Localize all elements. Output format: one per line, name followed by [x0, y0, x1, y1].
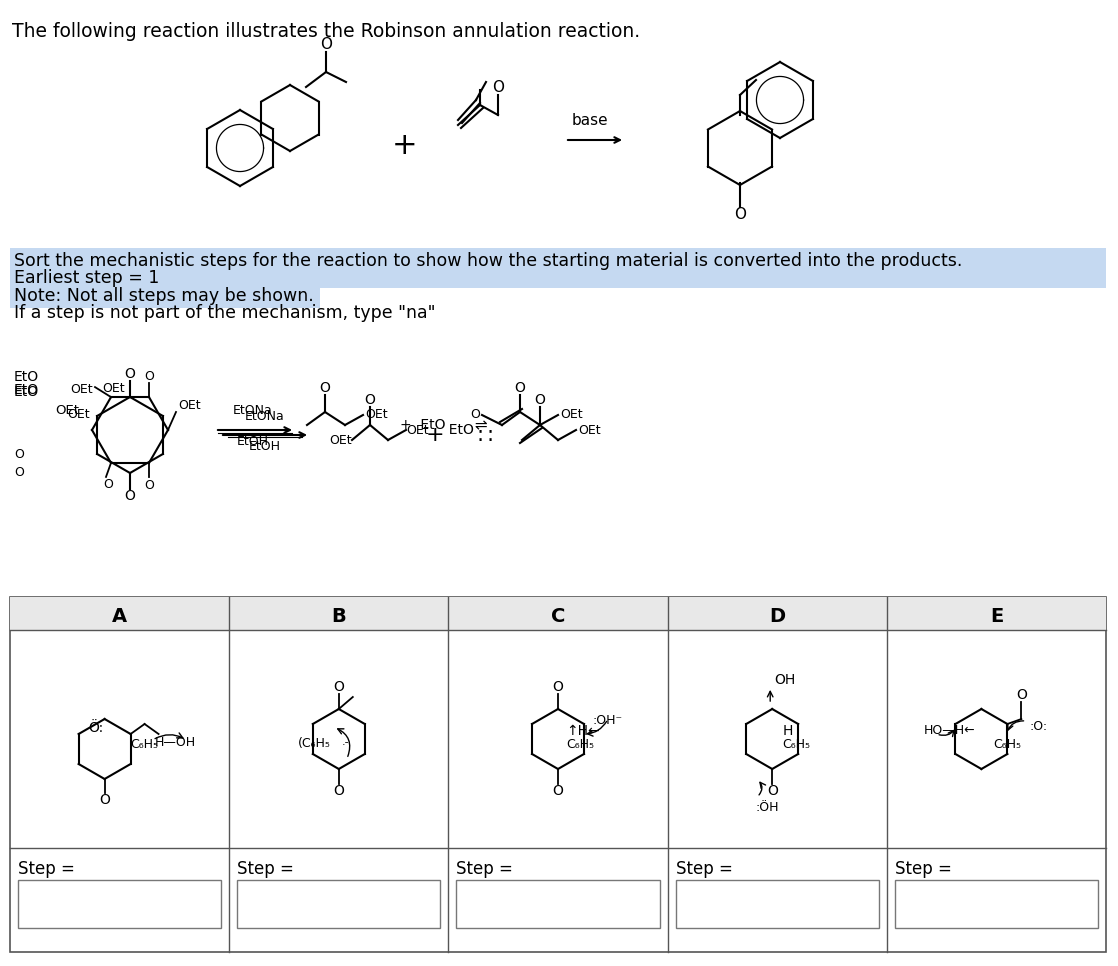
Text: O: O	[144, 370, 154, 384]
Text: O: O	[333, 784, 344, 798]
Text: OEt: OEt	[178, 399, 200, 412]
Text: OEt: OEt	[578, 423, 600, 437]
Text: The following reaction illustrates the Robinson annulation reaction.: The following reaction illustrates the R…	[12, 22, 641, 41]
Bar	[10, 597, 1106, 952]
Bar	[10, 248, 1106, 288]
Text: O: O	[1016, 688, 1026, 702]
Text: Sort the mechanistic steps for the reaction to show how the starting material is: Sort the mechanistic steps for the react…	[15, 252, 963, 270]
Text: O: O	[492, 80, 504, 95]
Text: O: O	[364, 393, 376, 407]
Text: :O:: :O:	[1030, 721, 1048, 733]
Text: O: O	[735, 207, 746, 222]
Text: O: O	[103, 478, 113, 491]
Text: Earliest step = 1: Earliest step = 1	[15, 269, 160, 287]
Text: O: O	[471, 409, 480, 421]
Text: EtO: EtO	[440, 423, 474, 437]
Text: O: O	[552, 784, 563, 798]
Text: O: O	[15, 467, 23, 479]
Text: Step =: Step =	[675, 860, 732, 878]
Text: Step =: Step =	[237, 860, 294, 878]
Bar	[10, 597, 1106, 630]
Text: OEt: OEt	[70, 383, 93, 396]
Text: EtONa: EtONa	[234, 404, 273, 417]
Text: +  EtO: + EtO	[400, 418, 445, 432]
Text: :OH⁻: :OH⁻	[593, 715, 623, 727]
Text: O: O	[552, 680, 563, 694]
Text: O: O	[144, 479, 154, 492]
Text: O: O	[320, 381, 331, 395]
Text: O: O	[124, 489, 135, 503]
Text: EtO: EtO	[15, 383, 39, 397]
Text: O: O	[100, 793, 110, 807]
Text: :ÖH: :ÖH	[756, 801, 779, 814]
Text: O: O	[15, 448, 23, 462]
Text: +: +	[392, 130, 418, 159]
Text: OEt: OEt	[560, 409, 582, 421]
Text: Step =: Step =	[456, 860, 513, 878]
Bar	[675, 880, 879, 928]
Text: H: H	[783, 724, 793, 738]
Text: EtOH: EtOH	[249, 440, 281, 453]
Bar	[18, 880, 221, 928]
Text: ⇌: ⇌	[470, 417, 493, 433]
Bar	[456, 880, 660, 928]
Text: C: C	[551, 607, 566, 626]
Text: EtONa: EtONa	[245, 410, 285, 423]
Text: C₆H₅: C₆H₅	[131, 737, 159, 751]
Text: C₆H₅: C₆H₅	[994, 737, 1022, 751]
Text: (C₆H₅: (C₆H₅	[297, 737, 331, 751]
Text: A: A	[112, 607, 127, 626]
Text: EtO: EtO	[15, 385, 39, 399]
Text: C₆H₅: C₆H₅	[566, 737, 594, 751]
Text: B: B	[331, 607, 347, 626]
Text: Step =: Step =	[18, 860, 75, 878]
Bar	[894, 880, 1098, 928]
Text: O: O	[514, 381, 525, 395]
Text: If a step is not part of the mechanism, type "na": If a step is not part of the mechanism, …	[15, 304, 436, 322]
Text: O: O	[320, 37, 332, 52]
Text: EtOH: EtOH	[237, 435, 269, 448]
Text: OEt: OEt	[103, 383, 125, 395]
Text: :: :	[476, 425, 483, 445]
Bar	[10, 288, 320, 308]
Bar	[237, 880, 440, 928]
Text: OEt: OEt	[55, 404, 79, 416]
Text: OEt: OEt	[330, 434, 352, 446]
Text: Ö:: Ö:	[88, 721, 103, 735]
Text: O: O	[534, 393, 546, 407]
Text: OEt: OEt	[364, 409, 388, 421]
Text: OH: OH	[774, 673, 795, 687]
Text: OEt: OEt	[406, 423, 428, 437]
Text: :: :	[486, 425, 493, 445]
Text: EtO: EtO	[15, 370, 39, 384]
Text: Step =: Step =	[894, 860, 951, 878]
Text: C₆H₅: C₆H₅	[783, 737, 811, 751]
Text: base: base	[571, 113, 608, 128]
Text: HO—H←: HO—H←	[923, 724, 975, 737]
Text: O: O	[333, 680, 344, 694]
Text: E: E	[989, 607, 1003, 626]
Text: Note: Not all steps may be shown.: Note: Not all steps may be shown.	[15, 287, 314, 305]
Text: D: D	[769, 607, 785, 626]
Text: .-: .-	[342, 737, 350, 747]
Text: O: O	[124, 367, 135, 381]
Text: O: O	[767, 784, 778, 798]
Text: +: +	[426, 425, 444, 445]
Text: H—OH: H—OH	[154, 736, 196, 750]
Text: OEt: OEt	[67, 409, 91, 421]
Text: ↑H←: ↑H←	[566, 724, 599, 738]
